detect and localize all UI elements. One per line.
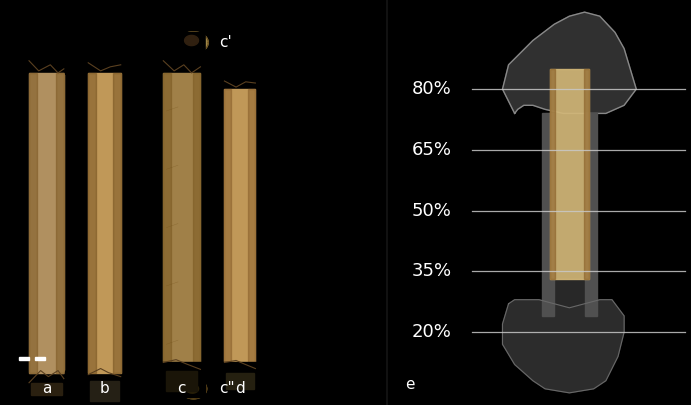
Polygon shape: [545, 113, 594, 316]
Polygon shape: [159, 362, 205, 397]
Polygon shape: [585, 113, 597, 316]
Polygon shape: [502, 12, 636, 113]
Polygon shape: [167, 371, 198, 391]
Polygon shape: [85, 32, 124, 77]
Text: 20%: 20%: [411, 323, 451, 341]
Polygon shape: [225, 89, 231, 364]
Polygon shape: [19, 357, 29, 360]
Polygon shape: [179, 32, 208, 53]
Text: 35%: 35%: [411, 262, 451, 280]
Polygon shape: [88, 73, 121, 373]
Polygon shape: [29, 73, 37, 373]
Polygon shape: [27, 369, 66, 401]
Polygon shape: [88, 73, 96, 373]
Polygon shape: [90, 381, 119, 401]
Polygon shape: [584, 69, 589, 279]
Polygon shape: [193, 73, 200, 364]
Text: a: a: [41, 381, 51, 396]
Text: 50%: 50%: [411, 202, 451, 220]
Polygon shape: [180, 379, 207, 399]
Polygon shape: [85, 375, 124, 405]
Polygon shape: [184, 35, 198, 46]
Polygon shape: [542, 113, 554, 316]
Text: 65%: 65%: [411, 141, 451, 159]
Polygon shape: [186, 384, 198, 393]
Polygon shape: [220, 49, 259, 93]
Polygon shape: [502, 300, 624, 393]
Polygon shape: [226, 373, 254, 389]
Polygon shape: [159, 32, 205, 77]
Polygon shape: [56, 73, 64, 373]
Polygon shape: [163, 73, 200, 364]
Polygon shape: [549, 69, 555, 279]
Polygon shape: [113, 73, 121, 373]
Text: b: b: [100, 381, 109, 396]
Polygon shape: [35, 357, 44, 360]
Text: 80%: 80%: [411, 80, 451, 98]
Text: c: c: [178, 381, 186, 396]
Text: d: d: [235, 381, 245, 396]
Polygon shape: [549, 69, 589, 279]
Polygon shape: [163, 73, 171, 364]
Polygon shape: [27, 32, 66, 77]
Polygon shape: [29, 73, 64, 373]
Polygon shape: [220, 362, 259, 397]
Polygon shape: [249, 89, 256, 364]
Text: c": c": [218, 381, 234, 396]
Polygon shape: [225, 89, 256, 364]
Text: c': c': [218, 35, 231, 50]
Polygon shape: [31, 383, 62, 395]
Text: e: e: [405, 377, 415, 392]
